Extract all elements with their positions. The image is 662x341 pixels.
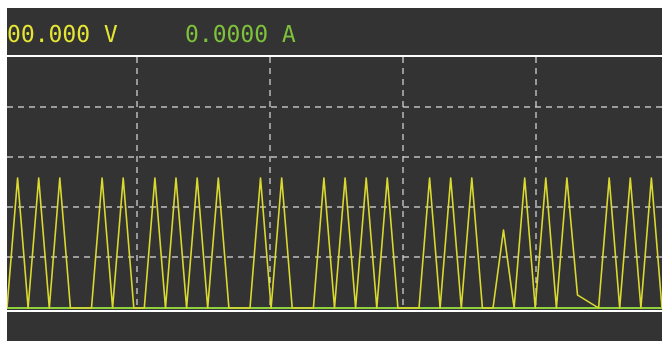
current-readout: 0.0000 A (185, 22, 296, 48)
voltage-readout: 00.000 V (7, 22, 118, 48)
waveform-canvas (7, 55, 662, 312)
oscilloscope-screen: 00.000 V 0.0000 A (7, 8, 662, 341)
status-bar (7, 313, 662, 341)
waveform-plot (7, 52, 662, 313)
voltage-trace (7, 177, 662, 309)
measurement-readout: 00.000 V 0.0000 A (7, 8, 662, 56)
